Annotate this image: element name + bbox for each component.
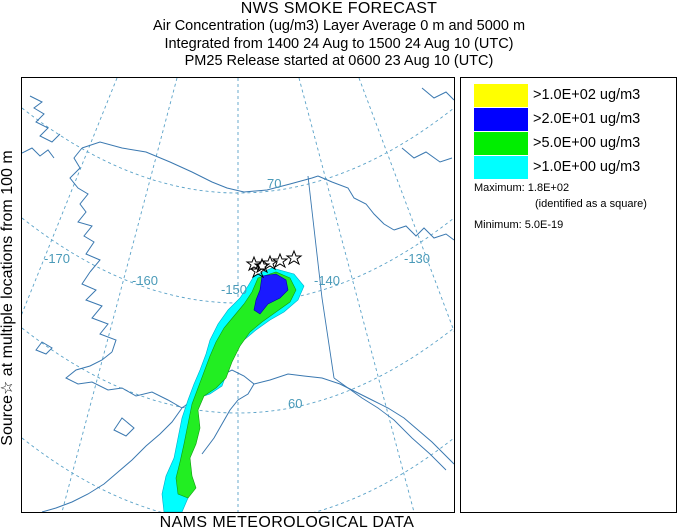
source-side-label: Source☆ at multiple locations from 100 m [0,150,16,446]
source-star [285,249,303,266]
plume-blue [253,273,289,315]
island-nunivak [113,417,135,437]
legend-panel: >1.0E+02 ug/m3 >2.0E+01 ug/m3 >5.0E+00 u… [460,77,677,513]
legend-swatch-blue [474,108,528,131]
coast-islands [393,225,454,241]
label-lon-170: -170 [44,251,70,266]
legend-label: >5.0E+00 ug/m3 [533,135,641,151]
label-lon-160: -160 [132,273,158,288]
legend-label: >2.0E+01 ug/m3 [533,111,641,127]
map-panel: -170 -160 -150 -140 -130 70 60 [21,77,455,513]
legend-label: >1.0E+00 ug/m3 [533,159,641,175]
map-title: NWS SMOKE FORECAST [240,0,438,17]
source-markers [245,249,303,279]
coast-chukotka [29,95,61,143]
coast-canada-arctic [317,175,395,231]
coast-ne-islands [421,87,454,101]
source-star [245,255,263,272]
meridian-160 [61,78,178,512]
parallel-70 [22,107,454,194]
parallel-60 [22,327,454,414]
meridian-140 [298,78,415,512]
legend-minimum: Minimum: 5.0E-19 [474,219,564,231]
coast-west-north [69,147,101,273]
subtitle-release: PM25 Release started at 0600 23 Aug 10 (… [184,53,494,69]
source-star [249,262,267,279]
label-lon-130: -130 [404,251,430,266]
subtitle-layer: Air Concentration (ug/m3) Layer Average … [152,18,526,34]
legend-swatch-cyan [474,156,528,179]
coast-gulf [253,373,454,465]
legend-label: >1.0E+02 ug/m3 [533,87,641,103]
label-lon-140: -140 [314,273,340,288]
source-star [271,252,289,269]
coast-banks [401,147,453,163]
subtitle-integration: Integrated from 1400 24 Aug to 1500 24 A… [164,36,514,52]
legend-swatch-green [474,132,528,155]
data-source-footer: NAMS METEOROLOGICAL DATA [159,514,415,531]
coast-chukotka-south [22,147,55,159]
label-lon-150: -150 [221,282,247,297]
meridian-130 [358,78,454,333]
map-svg: -170 -160 -150 -140 -130 70 60 [22,78,454,512]
legend-swatch-yellow [474,84,528,107]
island-st-lawrence [35,341,53,355]
plume-green [175,271,297,499]
border-panhandle [333,377,447,471]
coast-arctic [81,141,319,193]
coast-peninsula [41,407,183,512]
border-alaska-canada [307,175,335,379]
label-lat-70: 70 [267,176,281,191]
label-lat-60: 60 [288,396,302,411]
smoke-plume [161,267,305,512]
legend-maximum-note: (identified as a square) [535,198,647,210]
coast-kuskokwim [65,351,183,409]
coast-norton [81,271,117,353]
legend-maximum: Maximum: 1.8E+02 [474,182,570,194]
boundaries [307,175,447,471]
